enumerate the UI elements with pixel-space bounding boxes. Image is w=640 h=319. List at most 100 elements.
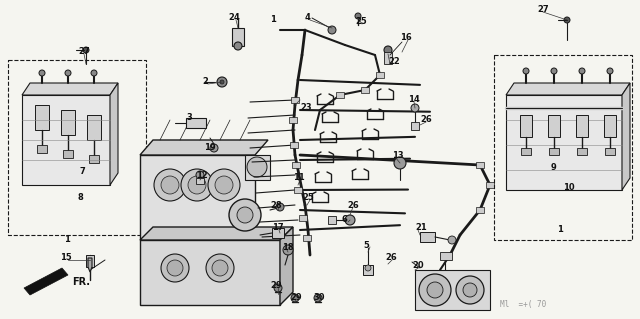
Bar: [196, 178, 204, 184]
Bar: [35, 105, 49, 130]
Circle shape: [384, 46, 392, 54]
Circle shape: [229, 199, 261, 231]
Bar: [290, 142, 298, 148]
Circle shape: [220, 80, 224, 84]
Text: 28: 28: [270, 201, 282, 210]
Polygon shape: [110, 83, 118, 185]
Text: 10: 10: [563, 183, 575, 192]
Text: 26: 26: [385, 254, 397, 263]
Text: 29: 29: [290, 293, 301, 302]
Bar: [549, 148, 559, 155]
Text: 12: 12: [196, 170, 208, 180]
Text: 3: 3: [186, 114, 192, 122]
Bar: [476, 207, 484, 213]
Circle shape: [328, 26, 336, 34]
Bar: [186, 118, 206, 128]
Bar: [291, 97, 299, 103]
Circle shape: [551, 68, 557, 74]
Bar: [384, 52, 392, 64]
Bar: [303, 235, 311, 241]
Polygon shape: [22, 83, 118, 95]
Circle shape: [234, 42, 242, 50]
Circle shape: [427, 282, 443, 298]
Polygon shape: [88, 258, 92, 272]
Circle shape: [247, 157, 267, 177]
Text: 1: 1: [64, 235, 70, 244]
Circle shape: [196, 171, 204, 179]
Polygon shape: [506, 95, 622, 190]
Circle shape: [314, 294, 322, 302]
Bar: [494, 55, 632, 240]
Polygon shape: [140, 227, 293, 240]
Bar: [63, 150, 73, 158]
Circle shape: [564, 17, 570, 23]
Bar: [292, 162, 300, 168]
Circle shape: [188, 176, 206, 194]
Bar: [272, 228, 284, 238]
Circle shape: [579, 68, 585, 74]
Circle shape: [210, 144, 218, 152]
Bar: [37, 145, 47, 153]
Circle shape: [91, 70, 97, 76]
Circle shape: [365, 265, 371, 271]
Bar: [420, 232, 435, 242]
Circle shape: [523, 68, 529, 74]
Circle shape: [291, 294, 299, 302]
Circle shape: [208, 169, 240, 201]
Text: Ml  =+( 70: Ml =+( 70: [500, 300, 547, 309]
Bar: [604, 115, 616, 137]
Text: 9: 9: [551, 164, 557, 173]
Text: 29: 29: [270, 281, 282, 291]
Bar: [548, 115, 560, 137]
Circle shape: [463, 283, 477, 297]
Text: 18: 18: [282, 243, 294, 253]
Bar: [411, 122, 419, 130]
Bar: [361, 87, 369, 93]
Bar: [486, 182, 494, 188]
Text: 19: 19: [204, 144, 216, 152]
Polygon shape: [622, 83, 630, 190]
Circle shape: [181, 169, 213, 201]
Polygon shape: [140, 240, 280, 305]
Text: 14: 14: [408, 95, 420, 105]
Text: 27: 27: [78, 48, 90, 56]
Bar: [232, 28, 244, 46]
Circle shape: [206, 254, 234, 282]
Bar: [576, 115, 588, 137]
Bar: [520, 115, 532, 137]
Bar: [577, 148, 587, 155]
Text: FR.: FR.: [72, 277, 90, 287]
Text: 26: 26: [347, 201, 359, 210]
Polygon shape: [280, 227, 293, 305]
Text: 15: 15: [60, 254, 72, 263]
Circle shape: [65, 70, 71, 76]
Polygon shape: [140, 140, 268, 155]
Bar: [8, 60, 146, 235]
Bar: [61, 110, 75, 135]
Text: 16: 16: [400, 33, 412, 42]
Circle shape: [237, 207, 253, 223]
Circle shape: [411, 104, 419, 112]
Bar: [605, 148, 615, 155]
Bar: [363, 265, 373, 275]
Text: 25: 25: [355, 18, 367, 26]
Bar: [87, 115, 101, 140]
Circle shape: [607, 68, 613, 74]
Text: 13: 13: [392, 151, 404, 160]
Text: 7: 7: [80, 167, 86, 176]
Bar: [245, 155, 270, 180]
Circle shape: [456, 276, 484, 304]
Circle shape: [212, 260, 228, 276]
Circle shape: [274, 284, 282, 292]
Circle shape: [276, 203, 284, 211]
Bar: [328, 216, 336, 224]
Text: 5: 5: [363, 241, 369, 249]
Text: 1: 1: [557, 226, 563, 234]
Text: 11: 11: [293, 174, 305, 182]
Text: 23: 23: [300, 103, 312, 113]
Text: 30: 30: [313, 293, 324, 302]
Circle shape: [217, 77, 227, 87]
Text: 25: 25: [302, 194, 314, 203]
Bar: [89, 155, 99, 163]
Text: 2: 2: [202, 78, 208, 86]
